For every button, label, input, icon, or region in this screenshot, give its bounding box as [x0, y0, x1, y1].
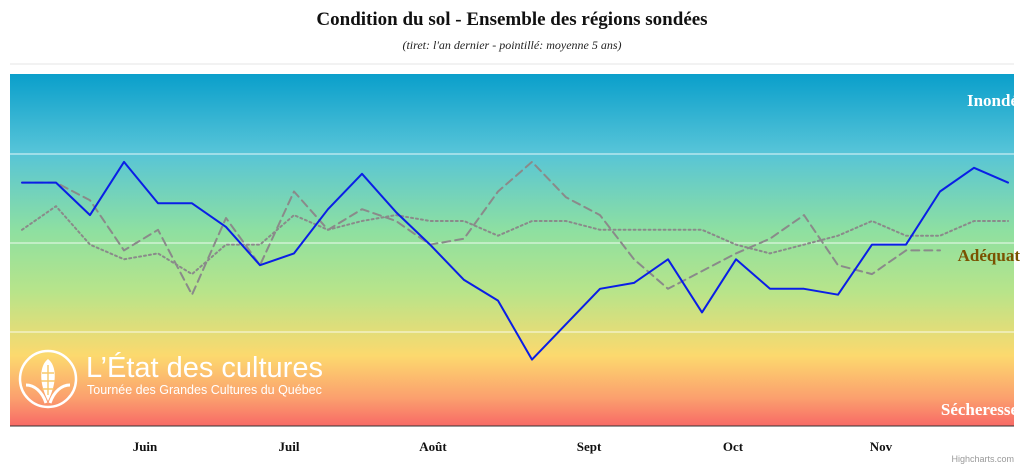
series-line-current [21, 160, 1009, 361]
logo-title: L’État des cultures [86, 351, 323, 384]
x-tick-label: Nov [870, 439, 893, 454]
logo: L’État des cultures Tournée des Grandes … [18, 349, 323, 409]
gridlines [10, 153, 1014, 333]
corn-icon [18, 349, 78, 409]
x-tick-label: Août [419, 439, 447, 454]
band-label-adequat: Adéquat [958, 246, 1021, 265]
band-label-secheresse: Sécheresse [941, 400, 1019, 419]
plot-background [10, 74, 1014, 426]
series-layer [21, 160, 1009, 361]
band-label-inonde: Inondé [967, 91, 1018, 110]
x-tick-label: Juil [279, 439, 300, 454]
chart-title: Condition du sol - Ensemble des régions … [316, 9, 707, 30]
x-tick-label: Sept [577, 439, 602, 454]
logo-subtitle: Tournée des Grandes Cultures du Québec [87, 383, 322, 397]
series-line-last-year [21, 160, 941, 296]
chart-subtitle: (tiret: l'an dernier - pointillé: moyenn… [402, 38, 621, 52]
x-axis-ticks: Juin Juil Août Sept Oct Nov [133, 439, 893, 454]
x-tick-label: Oct [723, 439, 744, 454]
x-tick-label: Juin [133, 439, 158, 454]
series-line-average [21, 205, 1009, 276]
credit-text: Highcharts.com [951, 454, 1014, 464]
